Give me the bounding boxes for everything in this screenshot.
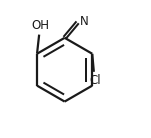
Text: Cl: Cl [89, 75, 101, 87]
Text: OH: OH [31, 19, 49, 32]
Text: N: N [80, 15, 88, 28]
